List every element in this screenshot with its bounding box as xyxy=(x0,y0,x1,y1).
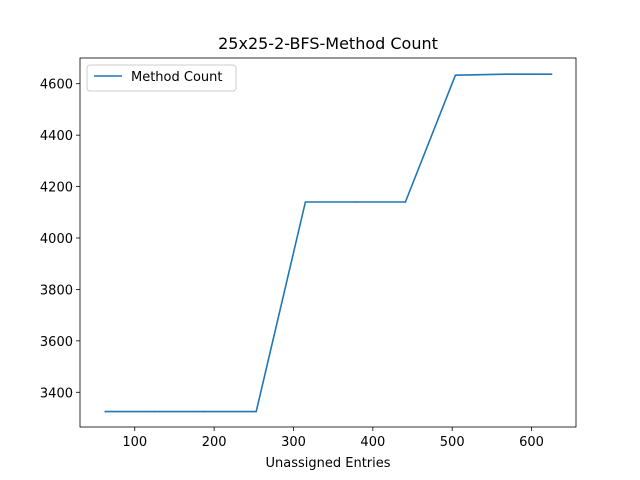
y-axis-ticks: 3400 3600 3800 4000 4200 4400 4600 xyxy=(40,78,80,401)
data-point xyxy=(550,73,553,75)
y-tick-label: 4600 xyxy=(40,78,73,93)
legend: Method Count xyxy=(86,64,237,92)
x-axis-label: Unassigned Entries xyxy=(265,456,390,471)
plot-area: 100 200 300 400 500 600 3400 3600 3800 4000 4200 4… xyxy=(40,57,577,450)
data-point xyxy=(454,74,457,77)
data-point xyxy=(354,201,357,203)
x-tick-label: 300 xyxy=(281,435,306,450)
data-point xyxy=(203,410,206,413)
y-tick-label: 4000 xyxy=(40,232,73,247)
y-tick-label: 4200 xyxy=(40,181,73,196)
y-tick-label: 4400 xyxy=(40,129,73,144)
legend-box xyxy=(86,64,237,92)
legend-label: Method Count xyxy=(131,70,223,85)
chart-title: 25x25-2-BFS-Method Count xyxy=(218,34,438,53)
x-tick-label: 600 xyxy=(519,435,544,450)
data-point xyxy=(504,73,507,75)
y-tick-label: 3600 xyxy=(40,335,73,350)
x-tick-label: 200 xyxy=(202,435,227,450)
x-tick-label: 100 xyxy=(122,435,147,450)
y-tick-label: 3800 xyxy=(40,283,73,298)
data-point xyxy=(404,201,407,203)
data-point xyxy=(255,410,257,413)
data-point xyxy=(153,410,156,413)
y-tick-label: 3400 xyxy=(40,386,73,401)
data-point xyxy=(104,410,107,413)
series-points xyxy=(104,73,553,413)
series-line-method-count xyxy=(104,73,553,413)
x-tick-label: 400 xyxy=(360,435,385,450)
data-point xyxy=(304,201,307,203)
x-axis-ticks: 100 200 300 400 500 600 xyxy=(122,427,544,450)
plot-frame xyxy=(79,57,577,428)
x-tick-label: 500 xyxy=(440,435,465,450)
